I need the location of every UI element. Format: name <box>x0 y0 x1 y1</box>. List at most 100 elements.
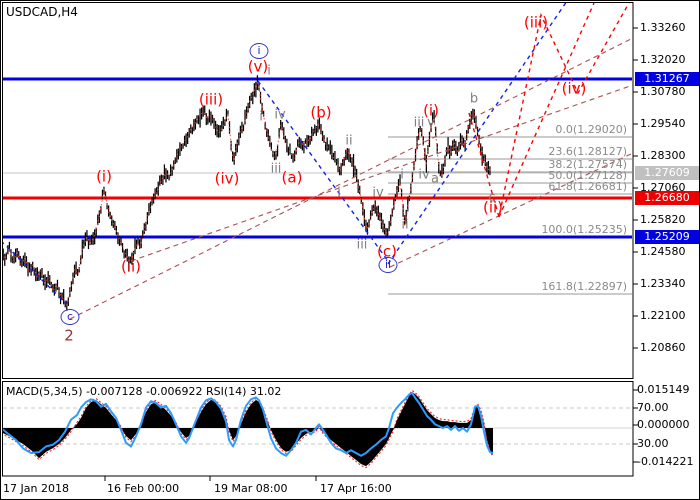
candle-bar <box>42 274 45 286</box>
candle-bar <box>340 163 342 176</box>
candle-bar <box>444 155 446 167</box>
price-axis-label: 1.28300 <box>640 149 686 162</box>
candle-bar <box>33 267 35 276</box>
price-axis-label: 1.20860 <box>640 341 686 354</box>
candle-bar <box>264 121 266 130</box>
candle-bar <box>92 232 94 246</box>
time-axis-label: 19 Mar 08:00 <box>214 482 288 495</box>
candle-bar <box>97 214 99 226</box>
candle-bar <box>484 154 486 167</box>
candle-bar <box>117 232 119 245</box>
candle-bar <box>349 154 352 163</box>
price-axis-label: 1.27060 <box>640 181 686 194</box>
wave-label: iii <box>270 161 282 177</box>
candle-bar <box>162 175 164 186</box>
candle-bar <box>211 114 214 124</box>
candle-bar <box>450 145 452 156</box>
candle-bar <box>168 174 170 181</box>
candle-bar <box>227 110 229 117</box>
candle-bar <box>204 105 206 115</box>
candle-bar <box>475 116 477 129</box>
macd-signal-line <box>3 389 494 469</box>
candle-bar <box>263 110 265 117</box>
projection-line <box>498 3 595 218</box>
price-panel-border <box>2 2 634 379</box>
candle-bar <box>335 158 338 166</box>
candle-bar <box>481 146 483 166</box>
candle-bar <box>210 111 212 126</box>
candle-bar <box>249 95 251 109</box>
candle-bar <box>331 144 333 160</box>
candle-bar <box>357 179 359 193</box>
candle-bar <box>329 140 331 155</box>
price-axis-label: 1.33260 <box>640 21 686 34</box>
fib-level-label: 23.6(1.28127) <box>548 145 627 158</box>
candle-bar <box>214 120 217 136</box>
candle-bar <box>424 148 426 161</box>
time-axis-label: 17 Jan 2018 <box>3 482 69 495</box>
candle-bar <box>362 202 364 216</box>
wave-label: ii <box>401 217 409 233</box>
candle-bar <box>86 230 88 242</box>
indicator-panel-border <box>2 381 634 477</box>
candle-bar <box>292 153 294 163</box>
candle-bar <box>312 128 314 136</box>
candle-bar <box>194 118 197 130</box>
candle-bar <box>464 140 466 151</box>
candle-bar <box>177 148 179 160</box>
wave-label: ii <box>345 133 353 149</box>
candle-bar <box>433 110 435 123</box>
candle-bar <box>61 292 63 301</box>
candle-bar <box>32 261 34 272</box>
candle-bar <box>179 142 181 156</box>
candle-bar <box>151 196 153 206</box>
price-panel[interactable] <box>1 1 633 320</box>
candle-bar <box>83 239 85 249</box>
candle-bar <box>208 109 210 123</box>
candle-bar <box>318 117 321 130</box>
candle-bar <box>255 81 257 98</box>
candle-bar <box>4 253 6 266</box>
candle-bar <box>397 179 400 193</box>
fib-level-label: 50.0(1.27128) <box>548 169 627 182</box>
time-axis-label: 16 Feb 00:00 <box>107 482 180 495</box>
candle-bar <box>470 111 472 125</box>
candle-bar <box>394 193 396 202</box>
candle-bar <box>449 145 451 159</box>
projection-line <box>387 3 567 265</box>
projection-line <box>257 80 389 262</box>
candle-bar <box>458 141 460 152</box>
candle-bar <box>5 252 7 260</box>
candle-bar <box>241 121 243 134</box>
candle-bar <box>114 220 116 231</box>
price-badge: 1.26680 <box>635 191 699 205</box>
candle-bar <box>191 127 193 135</box>
indicator-label: MACD(5,34,5) -0.007128 -0.006922 RSI(14)… <box>6 385 282 398</box>
candle-bar <box>326 137 328 152</box>
wave-label: b <box>469 91 479 107</box>
candle-bar <box>410 183 412 194</box>
candle-bar <box>75 261 77 275</box>
candle-bar <box>245 106 248 119</box>
indicator-axis-label: 0.000000 <box>637 418 690 431</box>
candle-bar <box>328 144 330 151</box>
indicator-panel[interactable] <box>1 389 632 469</box>
wave-label: v <box>427 115 435 131</box>
candle-bar <box>390 214 392 227</box>
candle-bar <box>365 219 367 232</box>
candle-bar <box>489 166 491 176</box>
indicator-axis-label: 70.00 <box>637 401 669 414</box>
candle-bar <box>232 151 234 162</box>
candle-bar <box>103 186 105 195</box>
time-axis-label: 17 Apr 16:00 <box>320 482 392 495</box>
projection-line <box>69 37 632 320</box>
candle-bar <box>290 153 293 159</box>
candle-bar <box>73 264 76 278</box>
candle-bar <box>66 300 68 311</box>
candle-bar <box>402 204 404 217</box>
candle-bar <box>174 157 176 164</box>
candle-bar <box>219 125 221 138</box>
candle-bar <box>100 206 102 214</box>
candle-bar <box>436 143 438 154</box>
